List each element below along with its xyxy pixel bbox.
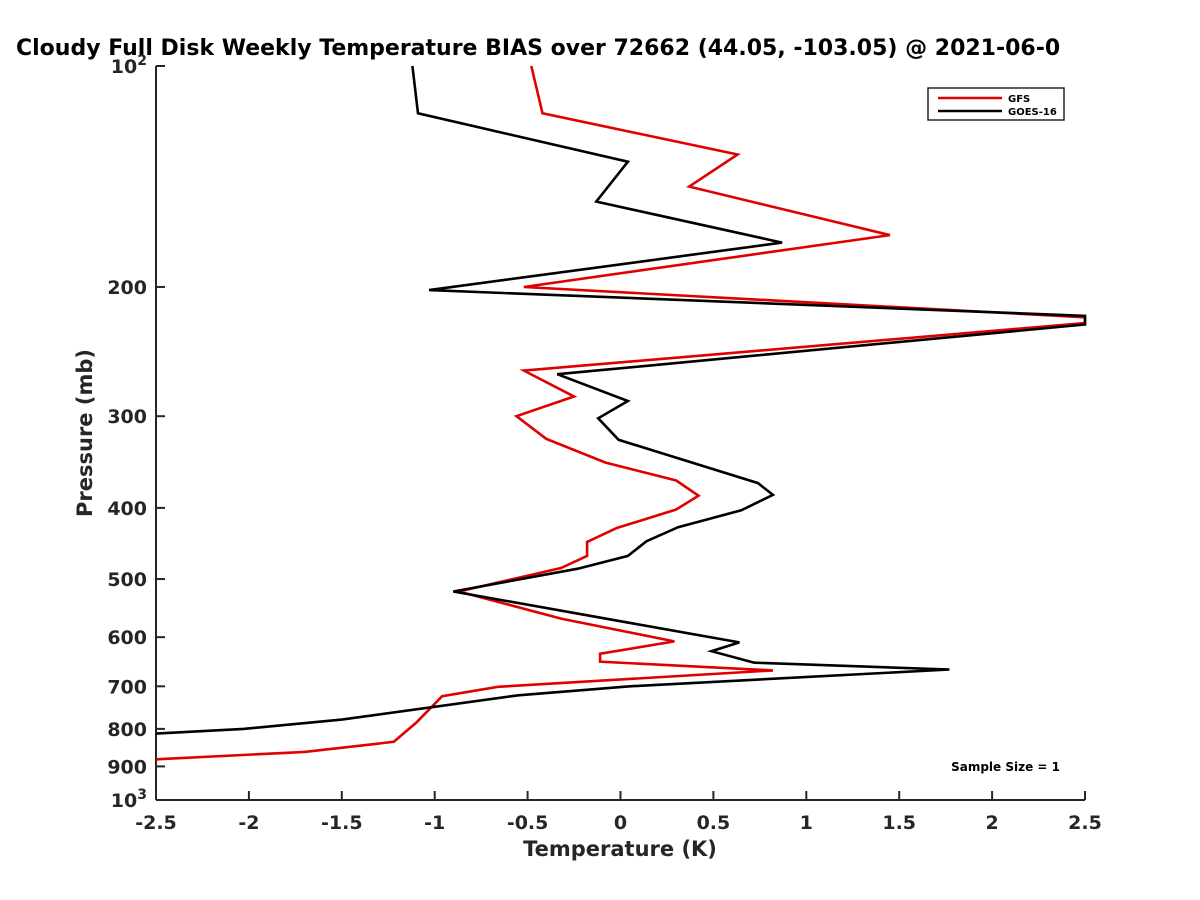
y-tick-label: 200 xyxy=(107,277,147,299)
y-tick-label: 103 xyxy=(111,787,147,812)
y-tick-label: 102 xyxy=(111,53,147,78)
x-tick-label: 2 xyxy=(985,812,998,834)
y-tick-label: 400 xyxy=(107,498,147,520)
series-group xyxy=(156,65,1087,761)
plot-area xyxy=(155,66,1085,801)
chart-title: Cloudy Full Disk Weekly Temperature BIAS… xyxy=(16,36,1060,61)
x-tick-label: 0 xyxy=(614,812,627,834)
series-layer xyxy=(156,65,1087,761)
x-tick-label: -1 xyxy=(424,812,445,834)
series-line-goes-16 xyxy=(156,65,1087,735)
y-axis-label: Pressure (mb) xyxy=(73,349,97,517)
x-tick-label: 2.5 xyxy=(1068,812,1102,834)
y-tick-label: 300 xyxy=(107,406,147,428)
y-tick-label: 600 xyxy=(107,627,147,649)
y-tick-label: 900 xyxy=(107,756,147,778)
y-tick-base: 10 xyxy=(111,56,137,78)
y-tick-exponent: 2 xyxy=(137,53,147,69)
legend-label: GOES-16 xyxy=(1008,107,1057,118)
x-tick-label: -2.5 xyxy=(135,812,177,834)
x-tick-label: -2 xyxy=(238,812,259,834)
y-tick-label: 800 xyxy=(107,719,147,741)
legend: GFS GOES-16 xyxy=(927,87,1065,121)
series-line-gfs xyxy=(156,65,1087,761)
x-tick-label: -0.5 xyxy=(507,812,549,834)
y-tick-label: 700 xyxy=(107,676,147,698)
y-tick-label: 500 xyxy=(107,569,147,591)
x-tick-label: -1.5 xyxy=(321,812,363,834)
x-axis-ticks: -2.5 -2 -1.5 -1 -0.5 0 0.5 1 1.5 2 2.5 xyxy=(135,791,1102,834)
y-tick-base: 10 xyxy=(111,790,137,812)
x-tick-label: 0.5 xyxy=(697,812,731,834)
legend-label: GFS xyxy=(1008,94,1030,105)
x-tick-label: 1 xyxy=(800,812,813,834)
y-tick-exponent: 3 xyxy=(137,787,147,803)
legend-box xyxy=(927,87,1065,121)
x-tick-label: 1.5 xyxy=(882,812,916,834)
x-axis-label: Temperature (K) xyxy=(523,837,717,861)
sample-size-annotation: Sample Size = 1 xyxy=(951,760,1060,774)
